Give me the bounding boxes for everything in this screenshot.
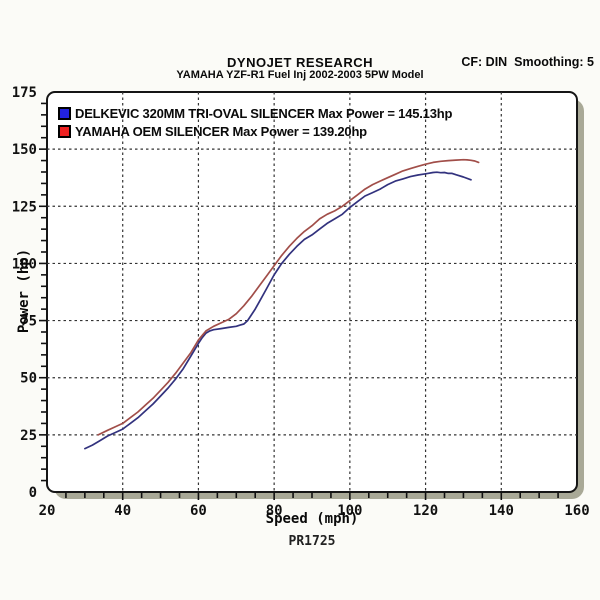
legend-label-1: YAMAHA OEM SILENCER Max Power = 139.20hp bbox=[75, 123, 367, 139]
run-id: PR1725 bbox=[288, 534, 336, 549]
plot-frame bbox=[46, 91, 578, 493]
page-title: DYNOJET RESEARCH bbox=[227, 55, 373, 70]
x-tick-label-140: 140 bbox=[489, 503, 514, 519]
legend-swatch-icon-0 bbox=[58, 106, 71, 120]
y-tick-label-125: 125 bbox=[12, 199, 37, 215]
correction-smoothing-setting: CF: DIN Smoothing: 5 bbox=[461, 55, 594, 69]
legend-swatch-icon-1 bbox=[58, 124, 71, 138]
x-tick-label-20: 20 bbox=[39, 503, 56, 519]
x-tick-label-40: 40 bbox=[114, 503, 131, 519]
x-tick-label-160: 160 bbox=[564, 503, 589, 519]
x-tick-label-120: 120 bbox=[413, 503, 438, 519]
x-tick-label-80: 80 bbox=[266, 503, 283, 519]
legend-label-0: DELKEVIC 320MM TRI-OVAL SILENCER Max Pow… bbox=[75, 105, 453, 121]
y-tick-label-150: 150 bbox=[12, 142, 37, 158]
y-tick-label-175: 175 bbox=[12, 85, 37, 101]
y-tick-label-75: 75 bbox=[20, 314, 37, 330]
legend-item-1: YAMAHA OEM SILENCER Max Power = 139.20hp bbox=[58, 122, 452, 140]
y-tick-label-0: 0 bbox=[29, 485, 37, 501]
y-tick-label-100: 100 bbox=[12, 256, 37, 272]
series-line-0 bbox=[84, 171, 472, 450]
legend-item-0: DELKEVIC 320MM TRI-OVAL SILENCER Max Pow… bbox=[58, 104, 452, 122]
y-tick-label-50: 50 bbox=[20, 371, 37, 387]
vehicle-subtitle: YAMAHA YZF-R1 Fuel Inj 2002-2003 5PW Mod… bbox=[176, 69, 424, 81]
legend: DELKEVIC 320MM TRI-OVAL SILENCER Max Pow… bbox=[58, 104, 452, 140]
x-tick-label-100: 100 bbox=[337, 503, 362, 519]
y-tick-label-25: 25 bbox=[20, 428, 37, 444]
y-axis-label: Power (hp) bbox=[16, 248, 32, 334]
x-axis-label: Speed (mph) bbox=[265, 511, 359, 527]
series-line-1 bbox=[97, 158, 480, 436]
x-tick-label-60: 60 bbox=[190, 503, 207, 519]
